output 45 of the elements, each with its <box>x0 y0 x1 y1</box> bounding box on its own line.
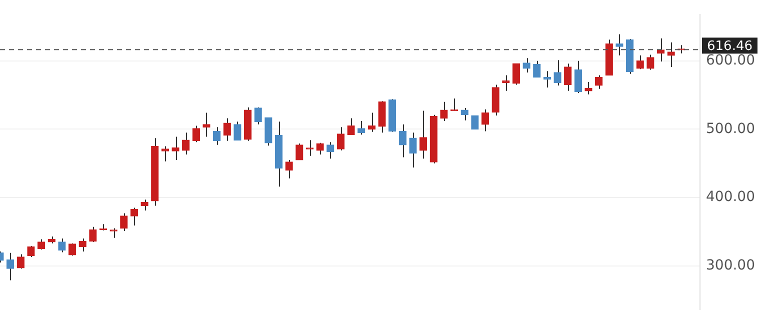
candlestick <box>667 42 675 68</box>
y-tick-label: 400.00 <box>706 189 755 206</box>
candlestick <box>378 100 386 134</box>
candlestick <box>471 115 479 130</box>
candlestick <box>616 34 624 56</box>
y-tick-label: 500.00 <box>706 120 755 137</box>
candlestick <box>6 252 14 281</box>
candlestick <box>254 106 262 125</box>
candlestick <box>368 112 376 132</box>
candlestick <box>192 125 200 143</box>
candlestick <box>522 58 530 73</box>
candlestick <box>398 124 406 158</box>
candlestick <box>296 143 304 160</box>
candlestick <box>409 132 417 168</box>
candlestick <box>110 228 118 238</box>
ref-line-label: 616.46 <box>707 38 752 54</box>
candlestick <box>492 84 500 116</box>
candlestick <box>161 146 170 162</box>
candlestick <box>130 207 138 226</box>
candlestick <box>460 108 468 121</box>
candlestick <box>584 82 592 95</box>
candlestick <box>419 110 428 160</box>
candlestick <box>574 60 582 94</box>
candlestick <box>636 54 644 70</box>
candlestick <box>326 142 334 160</box>
candlestick <box>223 118 231 142</box>
candlestick <box>234 121 242 141</box>
candlestick <box>78 238 86 252</box>
candlestick <box>140 199 148 212</box>
candlestick <box>202 112 210 138</box>
y-tick-label: 600.00 <box>706 52 755 69</box>
candlestick <box>120 212 128 232</box>
candlestick <box>656 38 665 62</box>
candlestick <box>306 140 314 156</box>
y-tick-label: 300.00 <box>706 258 755 274</box>
candlestick <box>512 63 520 86</box>
candlestick <box>172 136 180 160</box>
candlestick <box>440 101 448 122</box>
candlestick <box>285 159 293 179</box>
candlestick <box>336 126 345 151</box>
candlestick <box>564 63 572 92</box>
candlestick <box>264 117 272 146</box>
candlestick <box>554 60 562 86</box>
candlestick <box>533 60 541 78</box>
candlestick <box>358 120 366 136</box>
